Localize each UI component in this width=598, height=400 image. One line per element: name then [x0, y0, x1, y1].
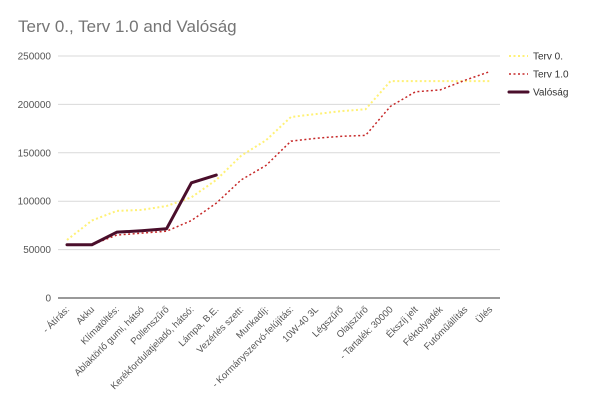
- y-axis: 0 50000 100000 150000 200000 250000: [18, 52, 52, 305]
- x-tick-label: - Átírás:: [41, 304, 72, 335]
- grid-lines: [58, 55, 500, 299]
- series-line-1: [67, 70, 491, 246]
- legend-label-1: Terv 1.0: [533, 70, 569, 81]
- series-line-2: [65, 173, 218, 247]
- legend-label-0: Terv 0.: [533, 52, 563, 63]
- x-tick-label: Ülés: [474, 304, 495, 325]
- y-tick-label: 200000: [18, 100, 52, 111]
- chart-title: Terv 0., Terv 1.0 and Valóság: [18, 17, 237, 36]
- y-tick-label: 50000: [23, 245, 51, 256]
- y-tick-label: 0: [45, 294, 51, 305]
- y-tick-label: 250000: [18, 52, 52, 63]
- y-tick-label: 150000: [18, 148, 52, 159]
- series-lines: [65, 70, 491, 247]
- legend: Terv 0. Terv 1.0 Valóság: [507, 52, 569, 99]
- series-line-0: [66, 80, 490, 241]
- y-tick-label: 100000: [18, 197, 52, 208]
- legend-label-2: Valóság: [533, 88, 568, 99]
